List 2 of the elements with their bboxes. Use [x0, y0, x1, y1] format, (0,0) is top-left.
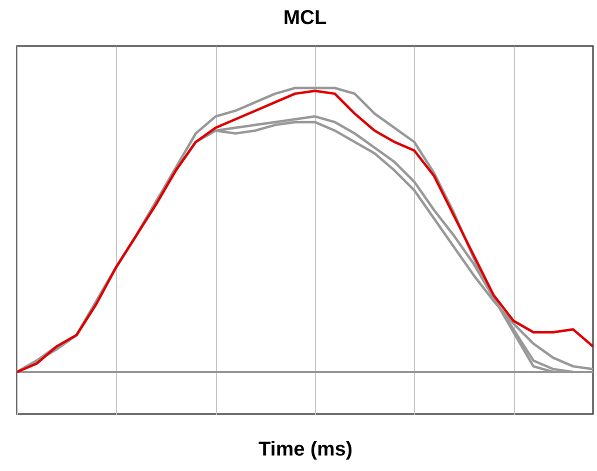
chart-title: MCL: [283, 7, 327, 29]
x-axis-title: Time (ms): [258, 438, 353, 460]
